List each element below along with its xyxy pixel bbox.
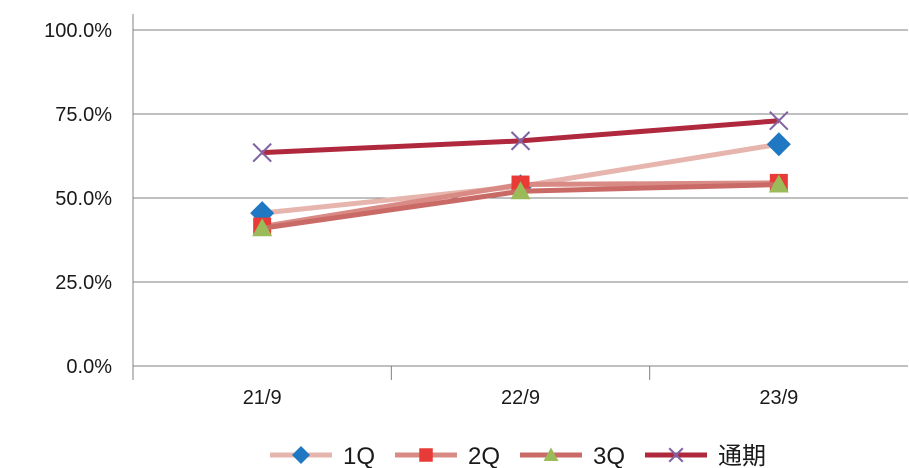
series-1-point	[766, 132, 791, 157]
y-tick-label: 75.0%	[55, 104, 112, 126]
y-tick-label: 25.0%	[55, 272, 112, 294]
y-tick-label: 100.0%	[44, 20, 112, 42]
legend-item: 2Q	[395, 443, 500, 468]
x-marker-stroke	[252, 142, 272, 163]
y-tick-label: 50.0%	[55, 188, 112, 210]
x-tick-label: 22/9	[501, 387, 540, 409]
legend-label: 通期	[718, 443, 766, 468]
legend-item: 通期	[645, 443, 766, 468]
legend-marker	[292, 446, 310, 464]
x-axis-tick-labels: 21/9 22/9 23/9	[243, 387, 799, 409]
y-axis-tick-labels: 0.0% 25.0% 50.0% 75.0% 100.0%	[44, 20, 112, 378]
legend: 1Q 2Q 3Q 通期	[270, 443, 766, 468]
legend-label: 1Q	[343, 443, 375, 468]
series-4-point	[769, 111, 789, 131]
series-4-point	[252, 142, 272, 163]
x-tick-label: 21/9	[243, 387, 282, 409]
series-4-point	[510, 131, 531, 151]
legend-marker	[668, 447, 684, 463]
x-tick-label: 23/9	[759, 387, 798, 409]
series-3-point	[768, 174, 789, 193]
axes	[132, 14, 908, 380]
x-marker-stroke	[510, 131, 531, 151]
series-4-line	[262, 118, 780, 156]
x-marker-stroke	[769, 111, 789, 131]
x-marker-stroke	[668, 447, 684, 463]
legend-item: 3Q	[520, 443, 625, 468]
legend-marker	[543, 447, 559, 461]
legend-item: 1Q	[270, 443, 375, 468]
legend-marker	[419, 448, 433, 462]
y-tick-label: 0.0%	[66, 356, 112, 378]
series-3-point	[252, 218, 273, 237]
grid-lines	[133, 29, 908, 283]
legend-label: 2Q	[468, 443, 500, 468]
series-layer	[250, 111, 791, 237]
series-3-point	[510, 181, 531, 200]
legend-label: 3Q	[593, 443, 625, 468]
